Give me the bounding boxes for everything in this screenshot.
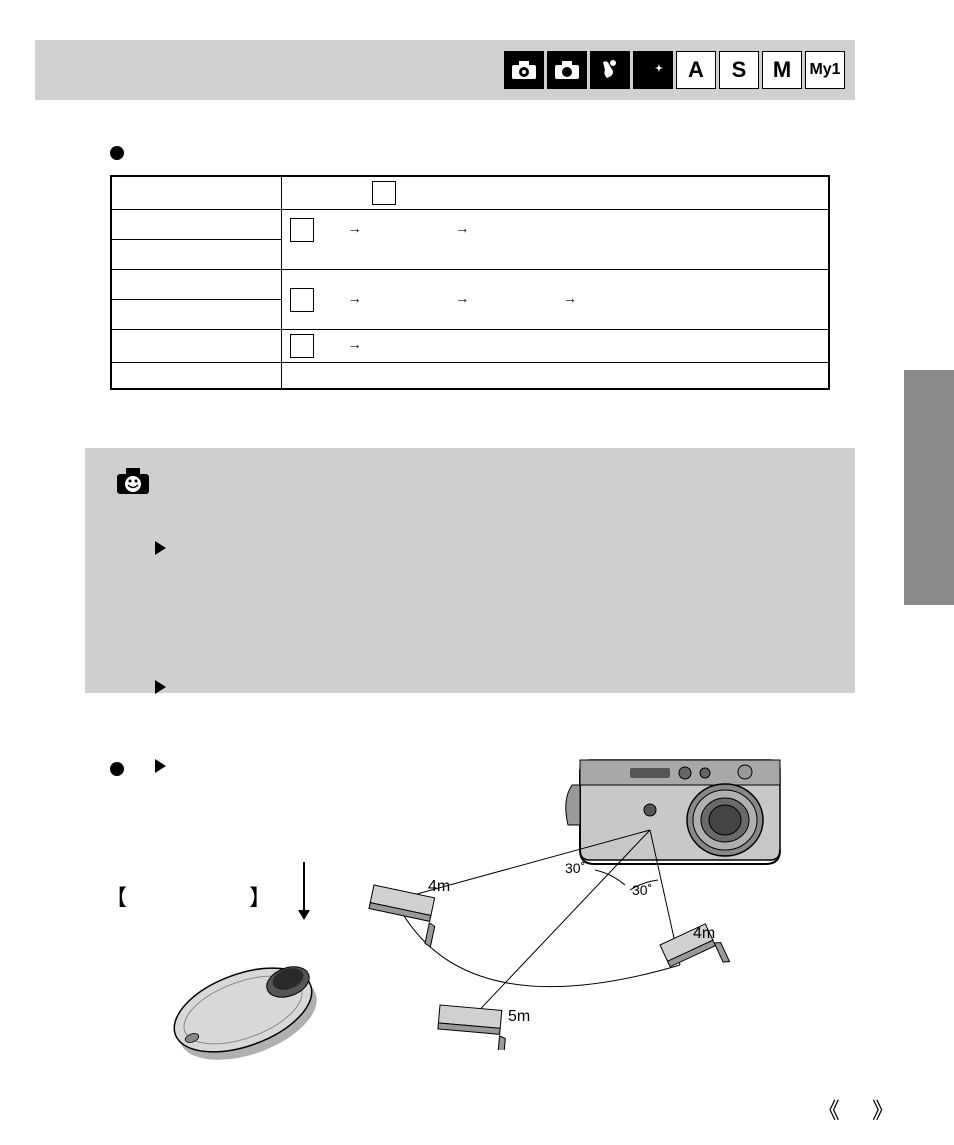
triangle-bullet-icon: [155, 680, 166, 694]
square-icon: [372, 181, 396, 205]
angle-label-left: 30˚: [565, 860, 585, 876]
bracket-left: 《: [818, 1098, 840, 1123]
table-cell: → →: [282, 210, 829, 270]
camera-smile-icon: [115, 466, 151, 496]
triangle-bullet-icon: [155, 759, 166, 773]
bracket-right: 】: [249, 885, 271, 910]
mode-program-icon: [547, 51, 587, 89]
table-row: → →: [112, 210, 829, 240]
table-cell: [112, 177, 282, 210]
mode-manual-icon: M: [762, 51, 802, 89]
arrow-icon: →: [348, 336, 362, 352]
arrow-icon: →: [348, 220, 362, 236]
mode-label: M: [773, 57, 791, 83]
bracket-right: 》: [872, 1098, 894, 1123]
info-point-1: [115, 511, 825, 560]
table-row: →: [112, 330, 829, 363]
table-cell: [112, 330, 282, 363]
bullet-icon: [110, 762, 124, 776]
distance-label-right: 4m: [693, 925, 715, 943]
section-bullet-1: [110, 144, 124, 162]
arrow-icon: →: [348, 290, 362, 306]
remote-control-illustration: [170, 910, 360, 1070]
mode-label: S: [732, 57, 747, 83]
bracket-left: 【: [105, 885, 127, 910]
table-cell: [282, 177, 829, 210]
settings-table: → → → → → →: [110, 175, 830, 390]
side-tab: [904, 370, 954, 605]
mode-label: A: [688, 57, 704, 83]
arrow-icon: →: [455, 220, 469, 236]
mode-label: My1: [809, 61, 840, 79]
arrow-icon: →: [455, 290, 469, 306]
square-icon: [290, 334, 314, 358]
angle-label-right: 30˚: [632, 882, 652, 898]
mode-shutter-icon: S: [719, 51, 759, 89]
table-row: → → →: [112, 270, 829, 300]
table-cell: [112, 363, 282, 389]
table-cell: [112, 210, 282, 240]
table-cell: →: [282, 330, 829, 363]
bracket-label: 【 】: [105, 880, 271, 912]
table-cell: [112, 240, 282, 270]
section-bullet-2: [110, 760, 124, 778]
table-cell: → → →: [282, 270, 829, 330]
table-cell: [282, 363, 829, 389]
triangle-bullet-icon: [155, 541, 166, 555]
bullet-icon: [110, 146, 124, 160]
page-footer: 《 》: [818, 1093, 894, 1125]
distance-label-left: 4m: [428, 878, 450, 896]
table-header-row: [112, 177, 829, 210]
mode-auto-icon: [504, 51, 544, 89]
table-cell: [112, 270, 282, 300]
table-row: [112, 363, 829, 389]
mode-header-bar: A S M My1: [35, 40, 855, 100]
camera-range-diagram: 4m 4m 5m 30˚ 30˚: [340, 730, 800, 1050]
square-icon: [290, 218, 314, 242]
distance-label-center: 5m: [508, 1008, 530, 1026]
mode-sport-icon: [590, 51, 630, 89]
mode-my1-icon: My1: [805, 51, 845, 89]
mode-icon-row: A S M My1: [504, 51, 845, 89]
info-callout-box: [85, 448, 855, 693]
arrow-icon: →: [563, 290, 577, 306]
info-point-2: [115, 650, 825, 699]
square-icon: [290, 288, 314, 312]
mode-night-icon: [633, 51, 673, 89]
table-cell: [112, 300, 282, 330]
mode-aperture-icon: A: [676, 51, 716, 89]
